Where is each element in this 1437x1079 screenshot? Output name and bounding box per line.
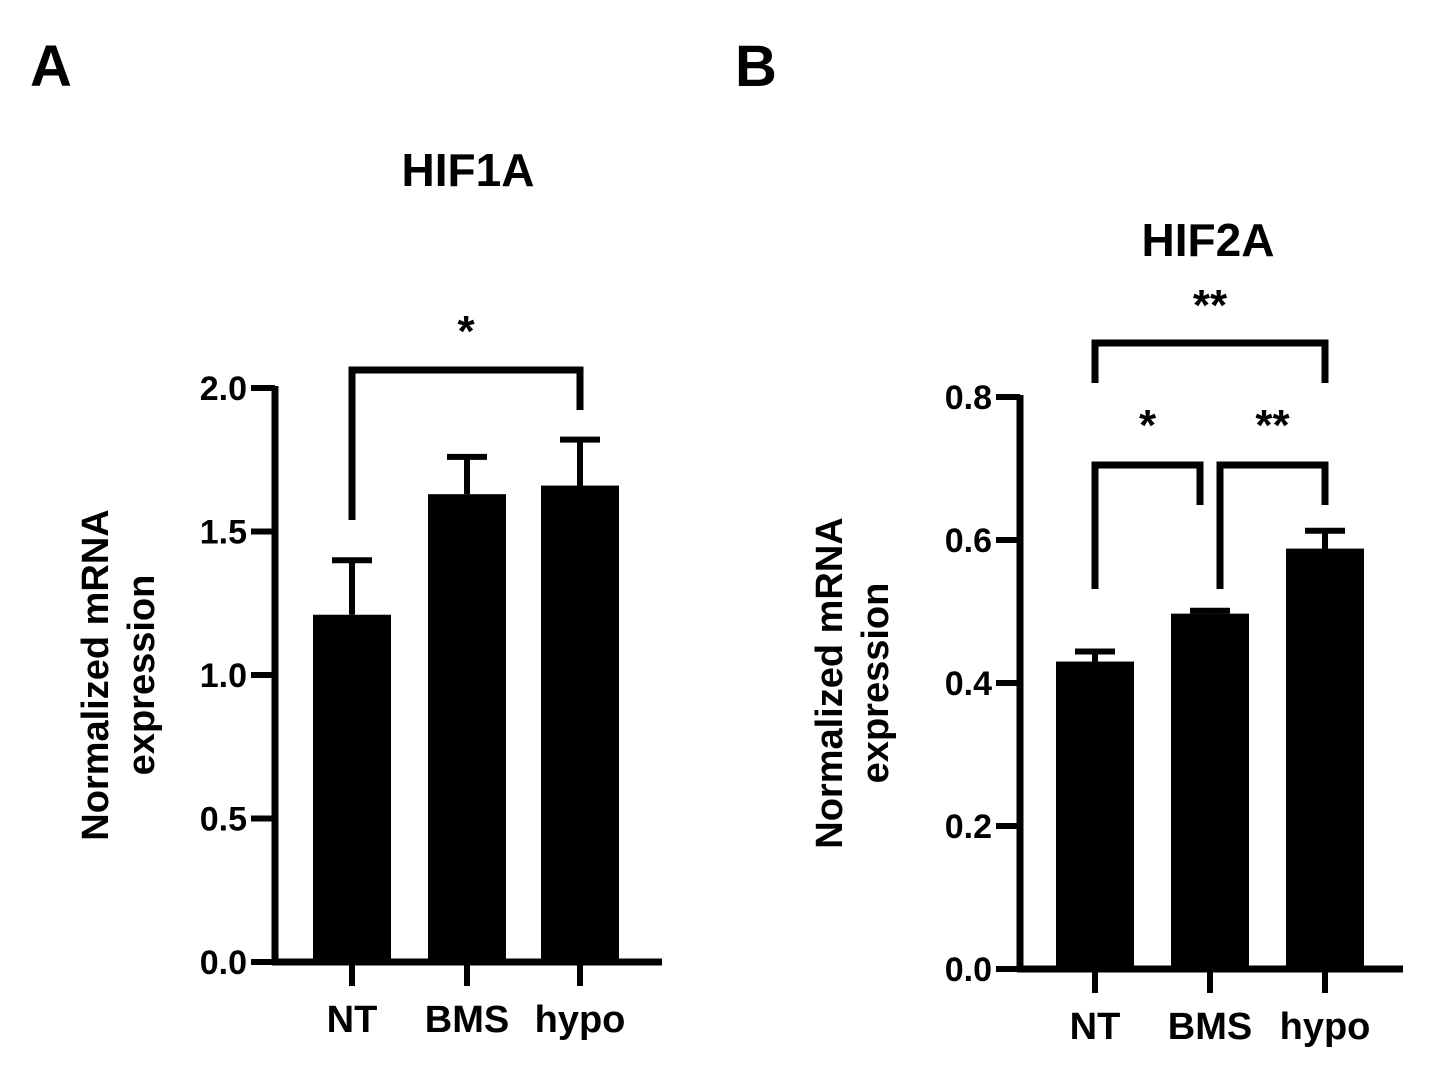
chart-b-significance-label: ** xyxy=(1255,401,1290,450)
chart-a-category-label: BMS xyxy=(425,999,509,1041)
chart-a-ylabel-line2: expression xyxy=(121,575,163,776)
chart-b-bar xyxy=(1056,661,1134,969)
chart-a-bar xyxy=(313,614,391,962)
chart-b-significance-label: * xyxy=(1139,401,1157,450)
chart-b-category-label: BMS xyxy=(1168,1006,1252,1048)
chart-b-significance-bracket xyxy=(1091,461,1204,589)
chart-a-marks: 0.0 0.5 1.0 1.5 2.0 NT BMS hypo * xyxy=(200,307,662,1041)
chart-b-ylabel: Normalized mRNA expression xyxy=(809,517,897,849)
chart-a: HIF1A Normalized mRNA expression 0.0 0.5 1… xyxy=(75,144,662,1041)
chart-a-ylabel-line1: Normalized mRNA xyxy=(75,509,117,841)
chart-b-marks: 0.00.20.40.60.8NT BMS hypo* **** xyxy=(945,281,1403,1048)
chart-b-ytick-label: 0.8 xyxy=(945,379,992,417)
chart-b-significance-bracket xyxy=(1216,461,1329,589)
chart-b-category-label: NT xyxy=(1070,1006,1121,1048)
chart-a-bar xyxy=(428,494,506,962)
chart-b-title: HIF2A xyxy=(1142,214,1275,266)
chart-b: HIF2A Normalized mRNA expression 0.0 0.2 0… xyxy=(809,214,1403,1048)
chart-a-ytick-label: 2.0 xyxy=(200,370,247,408)
chart-a-bar xyxy=(541,485,619,962)
chart-b-significance-label: ** xyxy=(1193,281,1228,330)
chart-b-ylabel-line2: expression xyxy=(855,583,897,784)
chart-a-significance-label: * xyxy=(457,307,475,356)
chart-a-ylabel: Normalized mRNA expression xyxy=(75,509,163,841)
chart-a-title: HIF1A xyxy=(402,144,535,196)
chart-a-ytick-label: 1.0 xyxy=(200,657,247,695)
panel-letter-b: B xyxy=(735,34,777,99)
chart-a-ytick-label: 0.0 xyxy=(200,944,247,982)
chart-b-ylabel-line1: Normalized mRNA xyxy=(809,517,851,849)
chart-b-significance-bracket xyxy=(1091,339,1329,383)
chart-b-category-label: hypo xyxy=(1280,1006,1371,1048)
chart-a-ytick-label: 1.5 xyxy=(200,514,247,552)
chart-a-category-label: NT xyxy=(327,999,378,1041)
panel-letter-a: A xyxy=(30,34,72,99)
chart-b-ytick-label: 0.2 xyxy=(945,808,992,846)
chart-b-bar xyxy=(1286,548,1364,969)
chart-b-ytick-label: 0.4 xyxy=(945,665,992,703)
chart-a-ytick-label: 0.5 xyxy=(200,801,247,839)
chart-b-ytick-label: 0.0 xyxy=(945,951,992,989)
chart-a-category-label: hypo xyxy=(535,999,626,1041)
chart-a-significance-bracket xyxy=(348,366,584,520)
chart-b-bar xyxy=(1171,613,1249,969)
chart-b-ytick-label: 0.6 xyxy=(945,522,992,560)
